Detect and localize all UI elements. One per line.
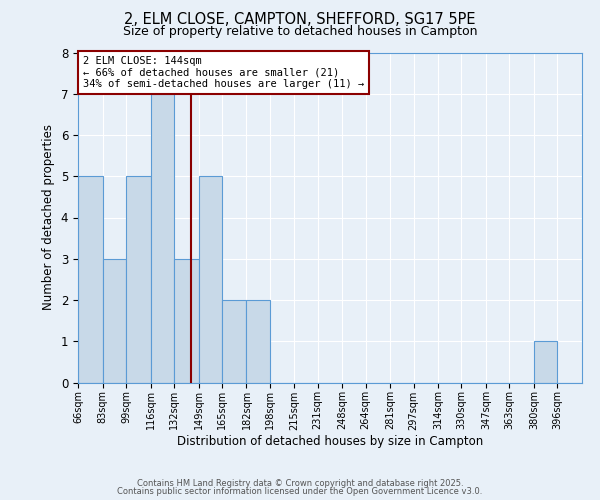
Bar <box>199 176 222 382</box>
Text: 2 ELM CLOSE: 144sqm
← 66% of detached houses are smaller (21)
34% of semi-detach: 2 ELM CLOSE: 144sqm ← 66% of detached ho… <box>83 56 364 89</box>
Bar <box>78 176 103 382</box>
Y-axis label: Number of detached properties: Number of detached properties <box>42 124 55 310</box>
Text: Size of property relative to detached houses in Campton: Size of property relative to detached ho… <box>123 25 477 38</box>
Bar <box>247 300 270 382</box>
Bar <box>151 94 174 382</box>
Bar <box>126 176 151 382</box>
Text: 2, ELM CLOSE, CAMPTON, SHEFFORD, SG17 5PE: 2, ELM CLOSE, CAMPTON, SHEFFORD, SG17 5P… <box>124 12 476 28</box>
Bar <box>174 259 199 382</box>
X-axis label: Distribution of detached houses by size in Campton: Distribution of detached houses by size … <box>177 435 483 448</box>
Bar <box>103 259 126 382</box>
Bar <box>534 341 557 382</box>
Text: Contains HM Land Registry data © Crown copyright and database right 2025.: Contains HM Land Registry data © Crown c… <box>137 478 463 488</box>
Text: Contains public sector information licensed under the Open Government Licence v3: Contains public sector information licen… <box>118 487 482 496</box>
Bar <box>222 300 247 382</box>
